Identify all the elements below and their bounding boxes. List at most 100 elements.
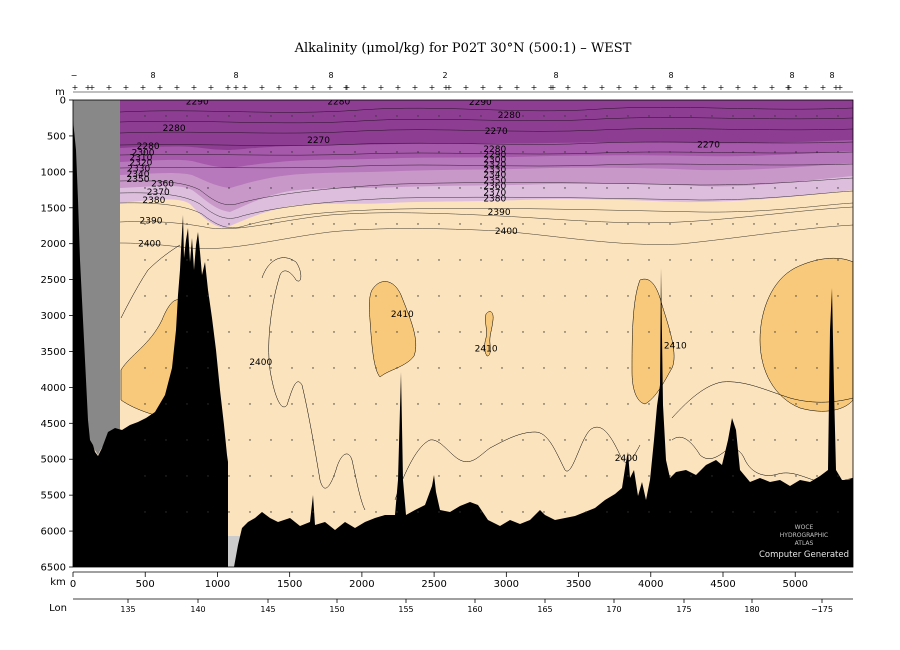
contour-label: 2330 [483, 166, 506, 176]
sample-dot [270, 115, 272, 117]
lon-tick-label: 165 [537, 605, 552, 614]
sample-dot [711, 115, 713, 117]
sample-dot [333, 223, 335, 225]
sample-dot [543, 439, 545, 441]
sample-dot [459, 259, 461, 261]
sample-dot [396, 367, 398, 369]
y-tick-label: 4000 [41, 383, 66, 394]
sample-dot [480, 295, 482, 297]
sample-dot [312, 367, 314, 369]
lon-tick-label: 135 [120, 605, 135, 614]
station-mark: 8 [233, 71, 238, 80]
sample-dot [795, 475, 797, 477]
sample-dot [522, 187, 524, 189]
sample-dot [270, 403, 272, 405]
station-plus-red: + [443, 83, 450, 92]
sample-dot [270, 511, 272, 513]
contour-label: 2400 [615, 454, 638, 464]
sample-dot [354, 223, 356, 225]
station-plus: + [582, 83, 589, 92]
station-plus: + [803, 83, 810, 92]
sample-dot [690, 223, 692, 225]
sample-dot [438, 439, 440, 441]
station-plus-red: + [785, 83, 792, 92]
sample-dot [585, 475, 587, 477]
sample-dot [459, 151, 461, 153]
sample-dot [711, 403, 713, 405]
sample-dot [396, 439, 398, 441]
sample-dot [207, 259, 209, 261]
contour-label: 2400 [249, 358, 272, 368]
sample-dot [333, 439, 335, 441]
sample-dot [774, 475, 776, 477]
sample-dot [585, 115, 587, 117]
station-plus: + [599, 83, 606, 92]
sample-dot [795, 511, 797, 513]
sample-dot [270, 367, 272, 369]
station-plus-red: + [343, 83, 350, 92]
contour-label: 2360 [151, 179, 174, 189]
station-plus: + [225, 83, 232, 92]
sample-dot [312, 403, 314, 405]
station-plus: + [786, 83, 793, 92]
sample-dot [249, 367, 251, 369]
sample-dot [627, 295, 629, 297]
sample-dot [627, 511, 629, 513]
lon-axis-label: Lon [49, 603, 67, 614]
contour-label: 2380 [483, 194, 506, 204]
sample-dot [228, 151, 230, 153]
sample-dot [606, 115, 608, 117]
sample-dot [417, 403, 419, 405]
sample-dot [396, 331, 398, 333]
sample-dot [312, 331, 314, 333]
sample-dot [522, 151, 524, 153]
sample-dot [690, 475, 692, 477]
sample-dot [522, 475, 524, 477]
x-axis-label: km [50, 577, 66, 588]
band-above-2410-b [484, 311, 494, 357]
y-axis-label: m [55, 87, 65, 98]
sample-dot [186, 439, 188, 441]
sample-dot [186, 367, 188, 369]
sample-dot [669, 115, 671, 117]
sample-dot [375, 367, 377, 369]
sample-dot [417, 331, 419, 333]
sample-dot [186, 475, 188, 477]
sample-dot [648, 151, 650, 153]
contour-label: 2390 [488, 208, 511, 218]
sample-dot [543, 187, 545, 189]
sample-dot [207, 115, 209, 117]
contour-label: 2410 [664, 342, 687, 352]
sample-dot [690, 439, 692, 441]
sample-dot [312, 151, 314, 153]
sample-dot [228, 259, 230, 261]
sample-dot [774, 331, 776, 333]
sample-dot [186, 115, 188, 117]
sample-dot [564, 475, 566, 477]
contour-label: 2350 [483, 176, 506, 186]
sample-dot [186, 151, 188, 153]
sample-dot [333, 115, 335, 117]
sample-dot [606, 403, 608, 405]
sample-dot [207, 511, 209, 513]
sample-dot [375, 151, 377, 153]
sample-dot [522, 295, 524, 297]
station-mark: 8 [789, 71, 794, 80]
y-tick-label: 1500 [41, 203, 66, 214]
sample-dot [165, 295, 167, 297]
sample-dot [606, 367, 608, 369]
sample-dot [144, 439, 146, 441]
sample-dot [228, 439, 230, 441]
sample-dot [669, 187, 671, 189]
sample-dot [165, 151, 167, 153]
sample-dot [753, 115, 755, 117]
sample-dot [333, 151, 335, 153]
x-axis-lon: 135 140 145 150 155 160 165 170 175 180 −175 [73, 598, 853, 614]
sample-dot [837, 151, 839, 153]
sample-dot [564, 151, 566, 153]
sample-dot [291, 151, 293, 153]
station-mark: 8 [668, 71, 673, 80]
sample-dot [522, 259, 524, 261]
sample-dot [354, 367, 356, 369]
sample-dot [375, 115, 377, 117]
